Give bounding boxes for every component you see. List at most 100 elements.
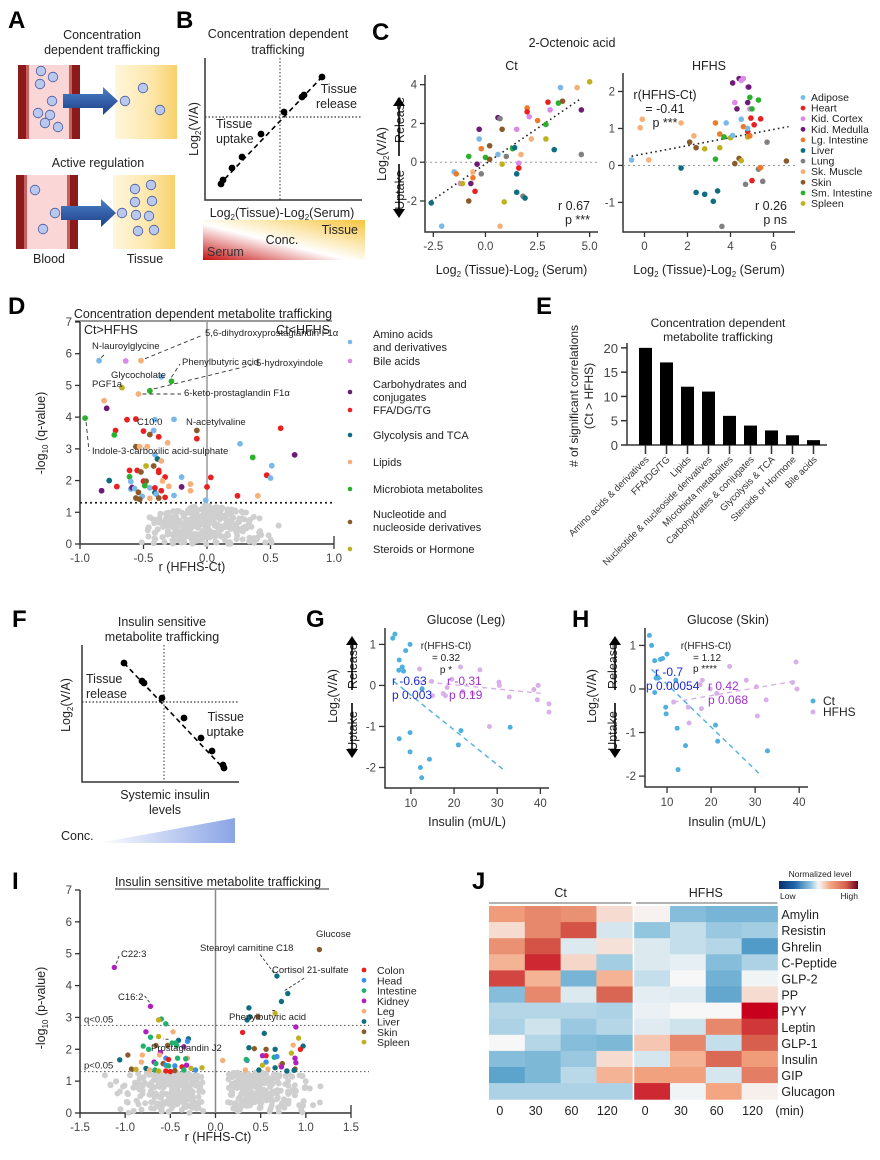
data-point-ct bbox=[663, 704, 669, 710]
legend-swatch bbox=[810, 709, 816, 715]
heatmap-cell bbox=[670, 938, 707, 955]
data-point bbox=[98, 487, 105, 494]
data-point bbox=[495, 151, 501, 158]
data-point bbox=[174, 1055, 181, 1061]
nonsignificant-point bbox=[243, 525, 250, 532]
heatmap-cell bbox=[489, 1067, 526, 1084]
data-point bbox=[181, 1044, 187, 1050]
heatmap-cell bbox=[705, 922, 743, 939]
nonsignificant-point bbox=[138, 1106, 145, 1113]
heatmap-cell bbox=[489, 970, 526, 987]
data-point-ct bbox=[715, 738, 721, 744]
bar bbox=[639, 347, 652, 445]
heatmap-cell bbox=[596, 1067, 633, 1084]
nonsignificant-point bbox=[191, 512, 198, 519]
uptake-label: Uptake bbox=[346, 711, 360, 751]
data-point-ct bbox=[403, 648, 409, 654]
molecule-icon bbox=[137, 82, 149, 94]
data-point bbox=[764, 139, 770, 145]
molecule-icon bbox=[129, 183, 141, 195]
chart-c-ct-axes bbox=[424, 75, 598, 233]
legend-label: HFHS bbox=[823, 705, 856, 719]
nonsignificant-point bbox=[193, 1077, 200, 1084]
data-point bbox=[263, 1046, 269, 1052]
nonsignificant-point bbox=[283, 1071, 290, 1078]
data-point-hfhs bbox=[790, 679, 796, 685]
chart-i: Insulin sensitive metabolite trafficking… bbox=[34, 875, 417, 1144]
chartG-axes bbox=[384, 628, 549, 789]
nonsignificant-point bbox=[200, 1108, 207, 1115]
nonsignificant-point bbox=[193, 523, 200, 530]
data-point-hfhs bbox=[685, 704, 691, 710]
colorbar bbox=[779, 881, 858, 889]
legend-swatch bbox=[347, 389, 353, 395]
diff-p-value: p **** bbox=[693, 664, 717, 675]
legend-swatch bbox=[800, 169, 806, 175]
heatmap-row-label: Amylin bbox=[781, 908, 819, 922]
chart-d-ytick-label: 7 bbox=[66, 317, 72, 329]
chart-title: Glucose (Leg) bbox=[427, 613, 506, 627]
chart-c-ct-xtick-label: 2.5 bbox=[530, 241, 546, 253]
molecule-icon bbox=[35, 65, 47, 77]
data-point bbox=[639, 116, 646, 123]
panel-f-point bbox=[158, 694, 166, 702]
data-point bbox=[119, 384, 125, 391]
chart-c-hfhs-axes bbox=[622, 73, 795, 233]
data-point bbox=[524, 105, 530, 111]
legend-label: Kidney bbox=[377, 996, 410, 1008]
nonsignificant-point bbox=[225, 1071, 232, 1078]
data-point bbox=[178, 474, 185, 480]
diff-p-value: p *** bbox=[652, 116, 677, 130]
data-point bbox=[146, 495, 153, 502]
heatmap-cell bbox=[741, 970, 778, 987]
data-point bbox=[172, 1067, 178, 1074]
chartG-xtick-label: 20 bbox=[448, 798, 461, 810]
data-point bbox=[136, 496, 143, 503]
chart-c-ct-ytick-label: 2 bbox=[411, 118, 417, 130]
data-point bbox=[163, 1021, 169, 1027]
legend-swatch bbox=[347, 459, 353, 465]
data-point bbox=[237, 440, 243, 447]
heatmap-cell bbox=[634, 954, 671, 971]
nonsignificant-point bbox=[171, 508, 178, 515]
threshold-label: p<0.05 bbox=[84, 1061, 113, 1072]
gradient-conc-label: Conc. bbox=[266, 233, 299, 247]
nonsignificant-point bbox=[242, 509, 249, 516]
panel-b-point bbox=[219, 176, 227, 184]
nonsignificant-point bbox=[275, 522, 282, 529]
panel-b-uptake-2: uptake bbox=[216, 132, 254, 146]
legend-swatch bbox=[347, 432, 353, 438]
nonsignificant-point bbox=[232, 526, 239, 533]
chart-e-ytick-label: 20 bbox=[604, 341, 618, 356]
nonsignificant-point bbox=[268, 539, 275, 546]
data-point bbox=[740, 75, 747, 82]
data-point bbox=[199, 1065, 205, 1071]
data-point bbox=[732, 160, 738, 167]
nonsignificant-point bbox=[316, 1099, 323, 1106]
data-point-ct bbox=[652, 658, 658, 664]
data-point bbox=[637, 124, 643, 131]
legend-swatch bbox=[361, 1019, 367, 1024]
data-point bbox=[111, 964, 118, 971]
chart-d-title: Concentration dependent metabolite traff… bbox=[74, 307, 332, 321]
heatmap-cell bbox=[741, 954, 778, 971]
data-point-hfhs bbox=[470, 691, 476, 697]
molecule-icon bbox=[119, 95, 131, 107]
legend-swatch bbox=[800, 116, 806, 122]
data-point bbox=[751, 121, 757, 128]
data-point bbox=[131, 485, 138, 492]
panel-f-xlabel-1: Systemic insulin bbox=[120, 788, 210, 802]
point-annotation: Cortisol 21-sulfate bbox=[272, 965, 349, 976]
data-point bbox=[277, 425, 284, 432]
heatmap-cell bbox=[741, 1083, 778, 1100]
legend-swatch bbox=[800, 190, 806, 196]
nonsignificant-point bbox=[125, 1109, 132, 1116]
molecule-icon bbox=[39, 117, 51, 129]
data-point-hfhs bbox=[444, 684, 450, 690]
data-point bbox=[172, 1063, 178, 1069]
chart-g-xlabel: Insulin (mU/L) bbox=[428, 815, 506, 829]
data-point-hfhs bbox=[429, 693, 435, 699]
legend-label: Bile acids bbox=[373, 356, 421, 368]
nonsignificant-point bbox=[296, 1102, 303, 1109]
data-point bbox=[574, 84, 580, 91]
